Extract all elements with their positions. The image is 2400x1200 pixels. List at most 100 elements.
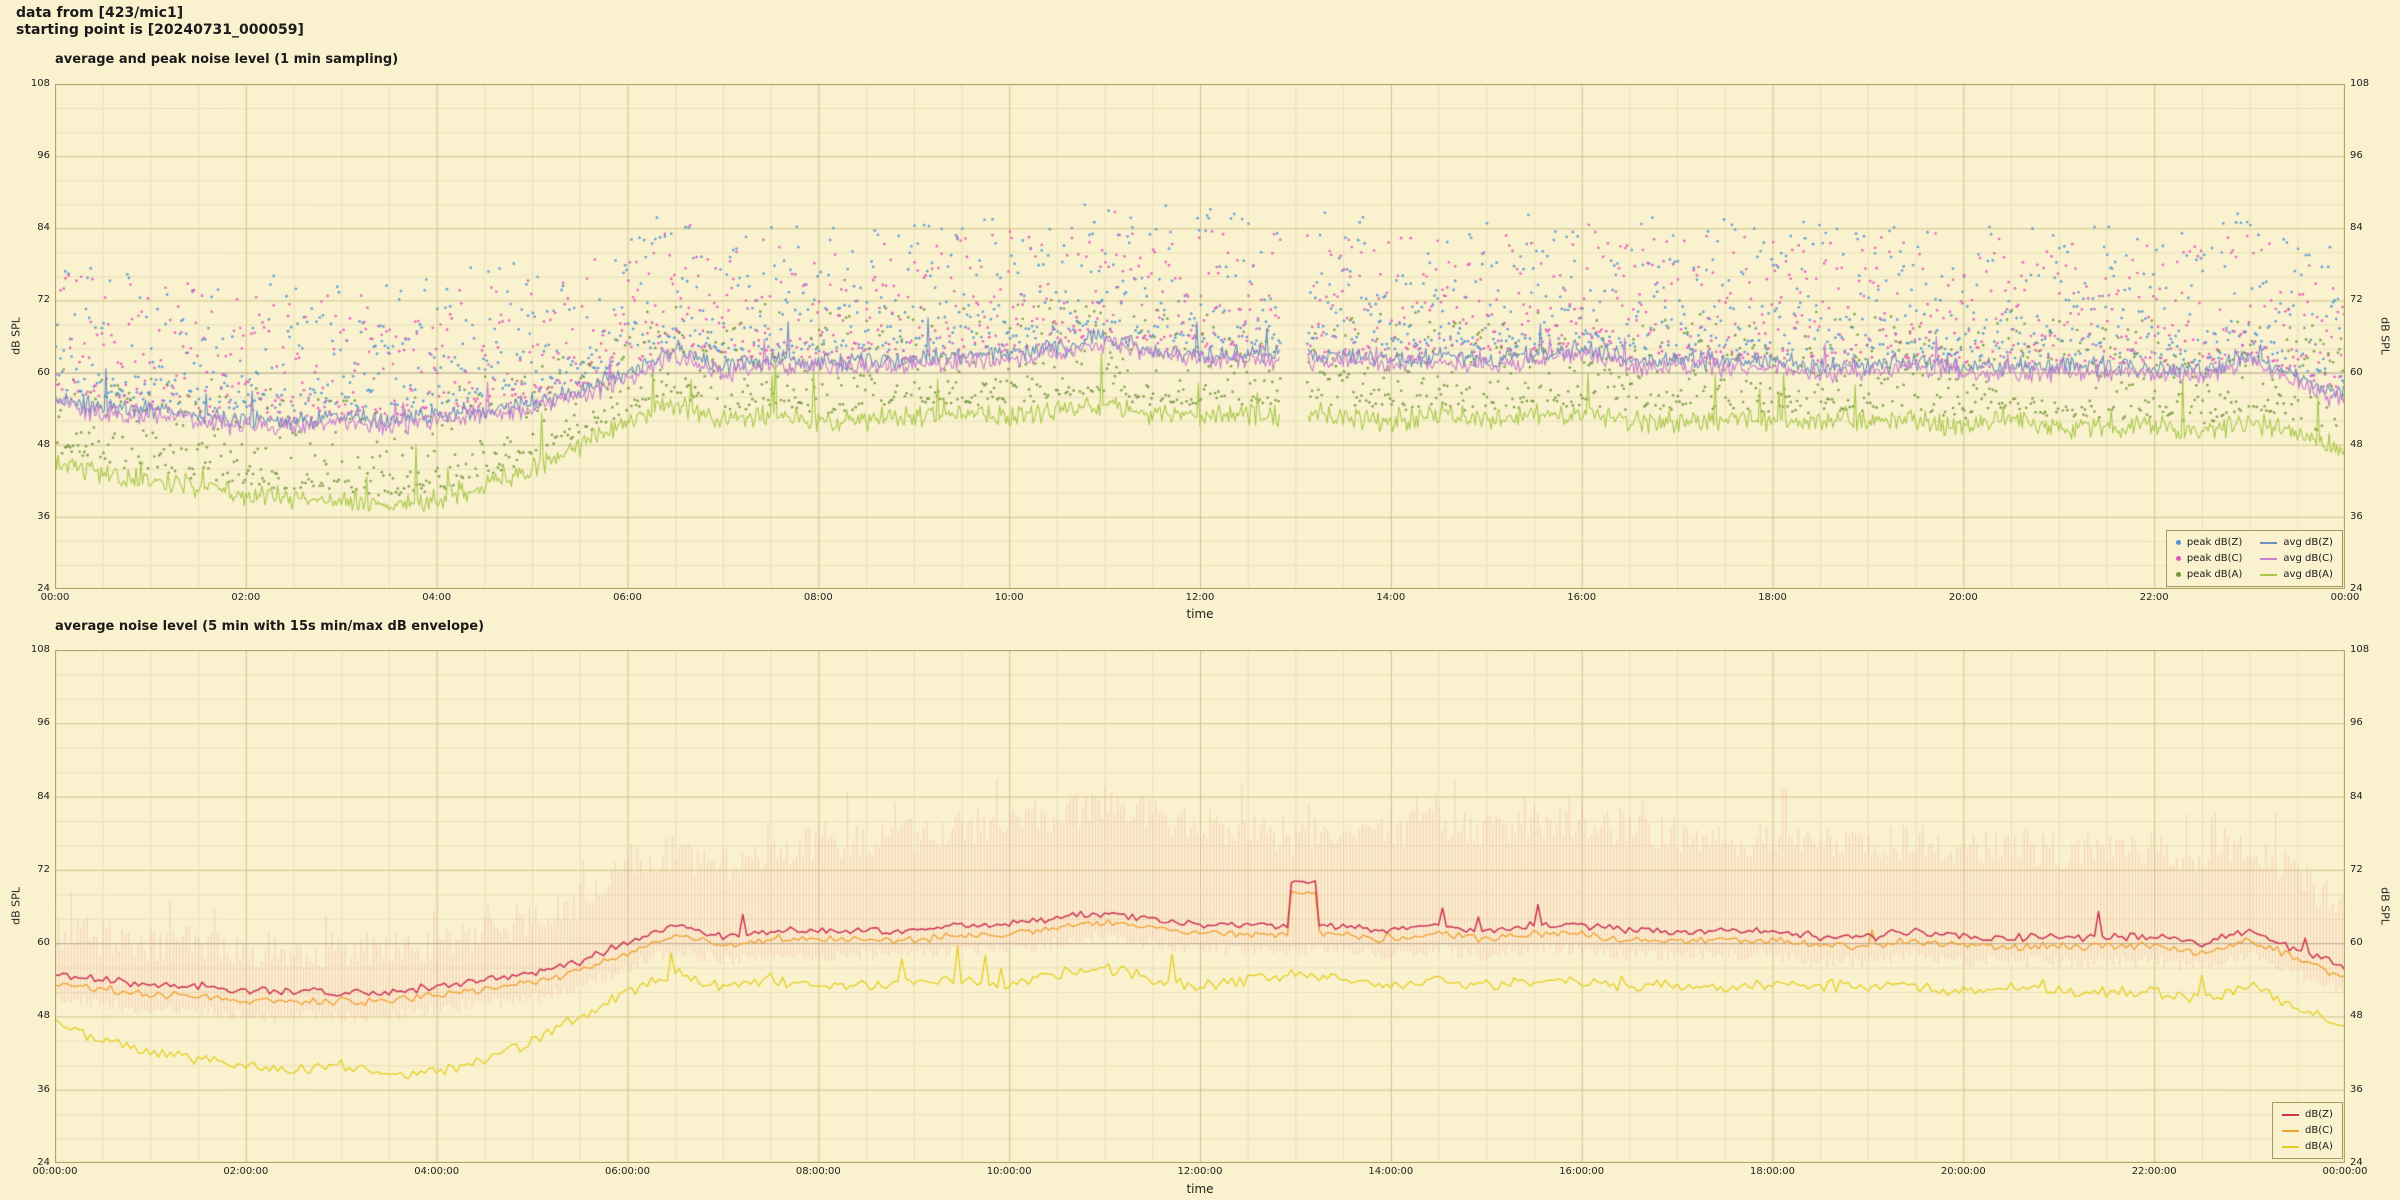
chart1-xtick: 00:00 — [40, 592, 70, 603]
legend-label: avg dB(Z) — [2283, 537, 2333, 548]
chart1-xtick: 08:00 — [803, 592, 833, 603]
chart2-xlabel: time — [1186, 1182, 1214, 1196]
chart1-legend: peak dB(Z) peak dB(C) peak dB(A) avg dB(Z) a… — [2165, 530, 2343, 587]
chart2-ytick-left: 72 — [37, 863, 50, 875]
legend-label: peak dB(A) — [2186, 569, 2243, 580]
chart2-xtick: 20:00:00 — [1940, 1166, 1986, 1177]
chart1-xtick: 02:00 — [231, 592, 261, 603]
chart2-xtick: 22:00:00 — [2131, 1166, 2177, 1177]
chart1-xtick: 20:00 — [1948, 592, 1978, 603]
chart2-xtick: 00:00:00 — [32, 1166, 78, 1177]
chart2-xtick: 00:00:00 — [2322, 1166, 2368, 1177]
chart1-xlabel: time — [1186, 607, 1214, 621]
legend-dot-marker-icon — [2175, 572, 2181, 577]
chart1-ytick-right: 84 — [2350, 222, 2363, 234]
chart1-ytick-left: 108 — [30, 78, 50, 89]
chart1-ytick-left: 48 — [37, 438, 50, 450]
legend-dot-marker-icon — [2175, 540, 2181, 545]
chart2-ytick-right: 60 — [2350, 937, 2363, 949]
legend-line-marker-icon — [2260, 557, 2278, 560]
header-line-1: data from [423/mic1] — [16, 5, 184, 21]
legend-item: avg dB(C) — [2260, 552, 2333, 565]
chart1-xtick: 22:00 — [2139, 592, 2169, 603]
chart1-ytick-left: 36 — [37, 510, 50, 522]
chart1-xtick: 04:00 — [422, 592, 452, 603]
chart2-ytick-right: 72 — [2350, 863, 2363, 875]
legend-label: peak dB(Z) — [2186, 537, 2243, 548]
chart2-xtick: 16:00:00 — [1559, 1166, 1605, 1177]
legend-item: peak dB(Z) — [2175, 536, 2243, 549]
chart2-ytick-left: 60 — [37, 937, 50, 949]
chart1-ytick-left: 60 — [37, 366, 50, 378]
legend-item: peak dB(A) — [2175, 568, 2243, 581]
chart1-xtick: 10:00 — [994, 592, 1024, 603]
chart2-plot-area — [55, 650, 2345, 1163]
legend-item: avg dB(Z) — [2260, 536, 2333, 549]
chart1-plot-area — [55, 84, 2345, 589]
chart2-ytick-left: 36 — [37, 1083, 50, 1095]
chart2-ylabel-right: dB SPL — [2378, 887, 2392, 925]
legend-item: peak dB(C) — [2175, 552, 2243, 565]
legend-line-marker-icon — [2260, 541, 2278, 544]
chart2-ytick-right: 84 — [2350, 790, 2363, 802]
chart2-ytick-left: 24 — [37, 1157, 50, 1168]
chart1-xtick: 06:00 — [613, 592, 642, 603]
legend-line-marker-icon — [2282, 1145, 2299, 1148]
chart2-xtick: 02:00:00 — [223, 1166, 269, 1177]
chart2-xtick: 18:00:00 — [1750, 1166, 1795, 1177]
chart1-ytick-left: 84 — [37, 222, 50, 234]
chart1-ytick-left: 96 — [37, 150, 50, 162]
legend-dot-marker-icon — [2175, 556, 2181, 561]
chart1-ytick-right: 60 — [2350, 366, 2363, 378]
chart1-ytick-left: 24 — [37, 583, 50, 594]
legend-label: dB(Z) — [2305, 1109, 2333, 1120]
chart1-ytick-right: 72 — [2350, 294, 2363, 306]
chart1-title: average and peak noise level (1 min samp… — [55, 52, 399, 67]
chart2-ytick-right: 36 — [2350, 1083, 2363, 1095]
chart1-xtick: 18:00 — [1758, 592, 1787, 603]
legend-line-marker-icon — [2260, 573, 2278, 576]
chart2-xtick: 08:00:00 — [795, 1166, 841, 1177]
chart2-xtick: 10:00:00 — [986, 1166, 1032, 1177]
chart2-ytick-left: 84 — [37, 790, 50, 802]
chart2-ytick-left: 96 — [37, 717, 50, 729]
chart1-ytick-right: 24 — [2350, 583, 2363, 594]
legend-label: peak dB(C) — [2186, 553, 2243, 564]
chart2-xtick: 12:00:00 — [1177, 1166, 1223, 1177]
chart1-xtick: 12:00 — [1185, 592, 1215, 603]
chart2-ytick-right: 108 — [2350, 644, 2370, 655]
chart1-ytick-right: 96 — [2350, 150, 2363, 162]
legend-line-marker-icon — [2282, 1113, 2299, 1116]
legend-label: dB(C) — [2305, 1125, 2333, 1136]
chart2-legend: dB(Z) dB(C) dB(A) — [2272, 1102, 2343, 1159]
chart1-ylabel-right: dB SPL — [2378, 317, 2392, 355]
chart1-ytick-left: 72 — [37, 294, 50, 306]
chart2-ytick-right: 96 — [2350, 717, 2363, 729]
chart1-ytick-right: 36 — [2350, 510, 2363, 522]
chart1-ylabel-left: dB SPL — [9, 317, 23, 355]
legend-line-marker-icon — [2282, 1129, 2299, 1132]
chart2-xtick: 14:00:00 — [1368, 1166, 1414, 1177]
legend-label: avg dB(A) — [2283, 569, 2333, 580]
legend-item: avg dB(A) — [2260, 568, 2333, 581]
chart2-ytick-left: 108 — [30, 644, 50, 655]
legend-label: avg dB(C) — [2283, 553, 2333, 564]
legend-item: dB(A) — [2282, 1140, 2333, 1153]
chart1-xtick: 00:00 — [2330, 592, 2360, 603]
chart1-ytick-right: 108 — [2350, 78, 2370, 89]
legend-item: dB(C) — [2282, 1124, 2333, 1137]
chart2-ytick-right: 48 — [2350, 1010, 2363, 1022]
chart2-ytick-right: 24 — [2350, 1157, 2363, 1168]
chart2-title: average noise level (5 min with 15s min/… — [55, 619, 485, 634]
chart1-xtick: 16:00 — [1567, 592, 1597, 603]
legend-item: dB(Z) — [2282, 1108, 2333, 1121]
header-line-2: starting point is [20240731_000059] — [16, 22, 304, 38]
chart1-xtick: 14:00 — [1376, 592, 1406, 603]
chart2-xtick: 06:00:00 — [605, 1166, 650, 1177]
chart2-ytick-left: 48 — [37, 1010, 50, 1022]
chart1-ytick-right: 48 — [2350, 438, 2363, 450]
chart2-ylabel-left: dB SPL — [9, 887, 23, 925]
chart2-xtick: 04:00:00 — [414, 1166, 460, 1177]
legend-label: dB(A) — [2305, 1141, 2333, 1152]
